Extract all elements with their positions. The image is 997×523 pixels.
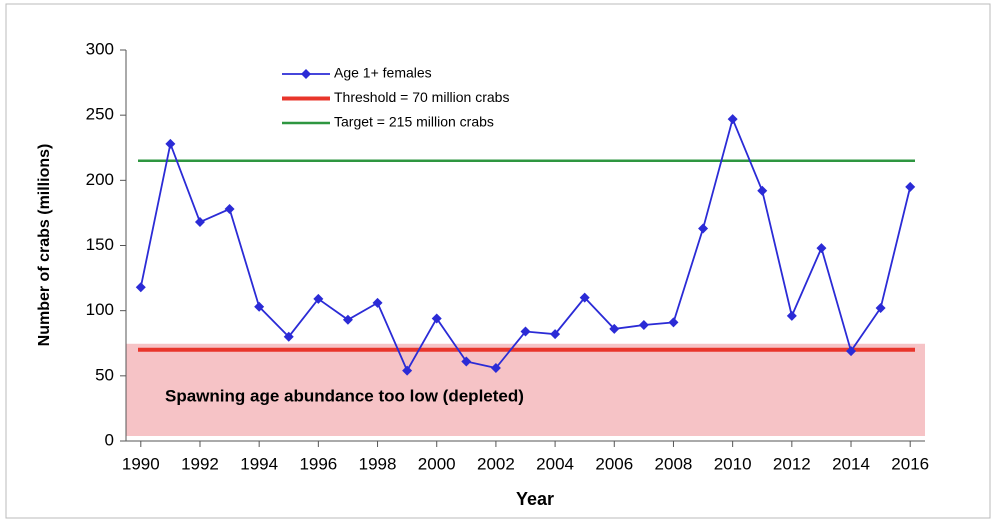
x-tick-label: 2010 <box>714 454 752 473</box>
legend-marker <box>301 69 311 79</box>
marker <box>905 181 916 192</box>
annotation: Spawning age abundance too low (depleted… <box>165 386 524 405</box>
x-tick-label: 2016 <box>891 454 929 473</box>
marker <box>313 293 324 304</box>
y-tick-label: 0 <box>105 430 114 449</box>
x-tick-label: 2012 <box>773 454 811 473</box>
y-tick-label: 100 <box>86 300 114 319</box>
marker <box>135 282 146 293</box>
legend-label: Target = 215 million crabs <box>334 114 494 130</box>
x-axis-label: Year <box>516 489 554 509</box>
marker <box>283 331 294 342</box>
marker <box>579 292 590 303</box>
marker <box>165 138 176 149</box>
marker <box>846 346 857 357</box>
marker <box>402 365 413 376</box>
x-tick-label: 2004 <box>536 454 574 473</box>
marker <box>786 310 797 321</box>
y-tick-label: 50 <box>95 365 114 384</box>
marker <box>431 313 442 324</box>
marker <box>698 223 709 234</box>
x-tick-label: 2002 <box>477 454 515 473</box>
marker <box>372 297 383 308</box>
x-tick-label: 1990 <box>122 454 160 473</box>
y-tick-label: 200 <box>86 170 114 189</box>
marker <box>757 185 768 196</box>
x-tick-label: 1998 <box>359 454 397 473</box>
marker <box>254 301 265 312</box>
x-tick-label: 1992 <box>181 454 219 473</box>
depleted-region <box>126 343 925 436</box>
marker <box>609 323 620 334</box>
marker <box>461 356 472 367</box>
marker <box>638 320 649 331</box>
x-tick-label: 1994 <box>240 454 278 473</box>
y-tick-label: 150 <box>86 235 114 254</box>
legend-label: Age 1+ females <box>334 65 432 81</box>
marker <box>727 114 738 125</box>
marker <box>194 217 205 228</box>
x-tick-label: 2006 <box>595 454 633 473</box>
marker <box>342 314 353 325</box>
marker <box>668 317 679 328</box>
marker <box>520 326 531 337</box>
x-tick-label: 2000 <box>418 454 456 473</box>
x-tick-label: 1996 <box>299 454 337 473</box>
marker <box>224 204 235 215</box>
marker <box>550 329 561 340</box>
legend-label: Threshold = 70 million crabs <box>334 89 509 105</box>
y-tick-label: 300 <box>86 39 114 58</box>
x-tick-label: 2014 <box>832 454 870 473</box>
y-tick-label: 250 <box>86 105 114 124</box>
marker <box>875 303 886 314</box>
y-axis-label: Number of crabs (millions) <box>36 144 53 347</box>
marker <box>490 363 501 374</box>
marker <box>816 243 827 254</box>
x-tick-label: 2008 <box>655 454 693 473</box>
